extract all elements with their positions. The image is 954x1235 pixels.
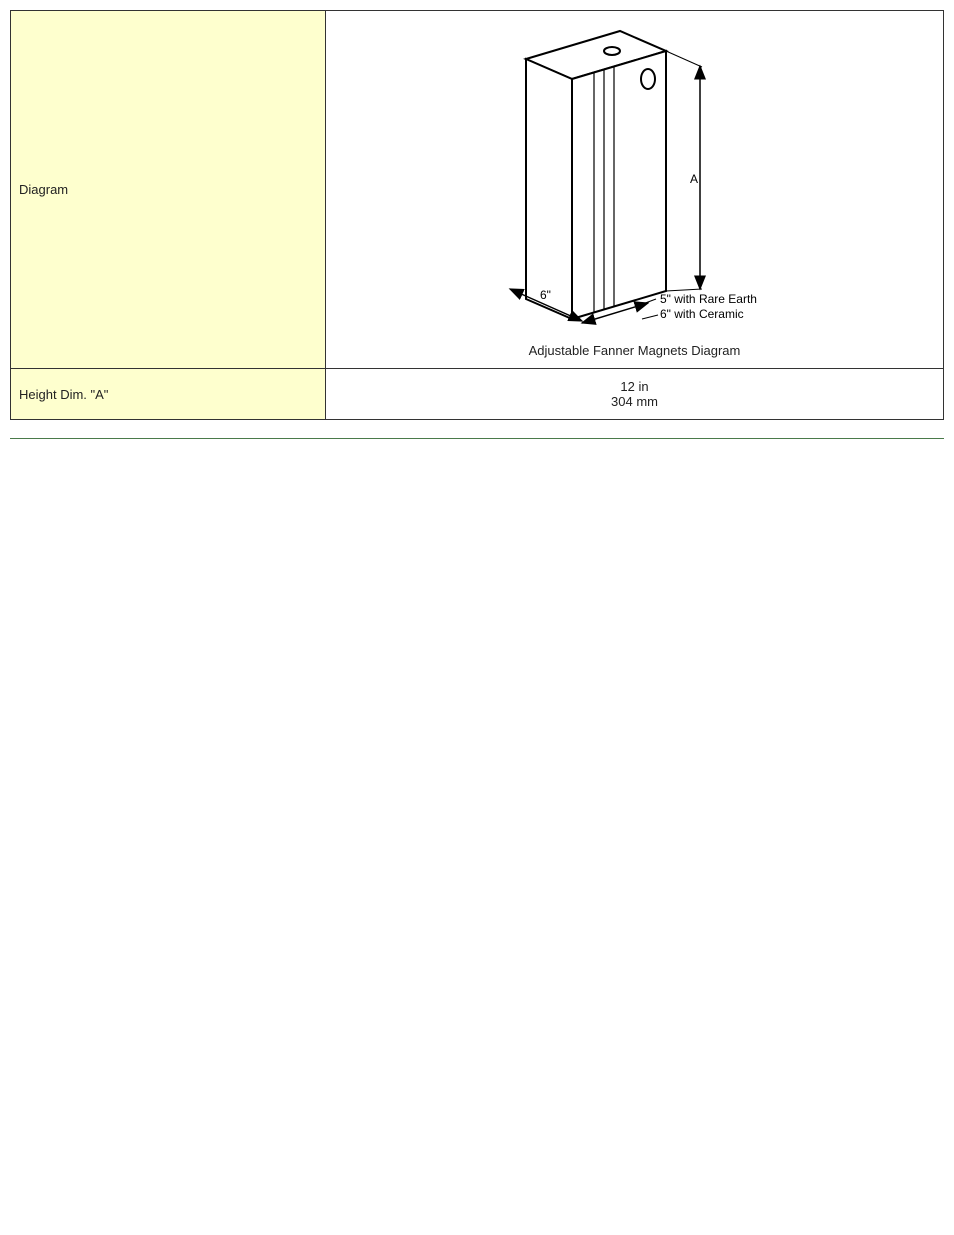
table-row-height: Height Dim. "A" 12 in 304 mm (11, 369, 944, 420)
diagram-cell: A 6" 5" with Rare Earth 6" with Ceramic … (326, 11, 944, 369)
dim-width-label: 6" (540, 288, 551, 302)
divider (10, 438, 944, 439)
diagram-caption: Adjustable Fanner Magnets Diagram (470, 343, 800, 358)
height-value-in: 12 in (334, 379, 935, 394)
label-height-dim-a: Height Dim. "A" (11, 369, 326, 420)
label-diagram: Diagram (11, 11, 326, 369)
fanner-diagram-svg: A 6" 5" with Rare Earth 6" with Ceramic (470, 21, 800, 336)
dim-a-label: A (689, 172, 697, 186)
table-row-diagram: Diagram (11, 11, 944, 369)
spec-table: Diagram (10, 10, 944, 420)
value-height-dim-a: 12 in 304 mm (326, 369, 944, 420)
depth-note-1: 5" with Rare Earth (660, 292, 757, 306)
diagram-wrap: A 6" 5" with Rare Earth 6" with Ceramic … (470, 21, 800, 358)
height-value-mm: 304 mm (334, 394, 935, 409)
depth-note-2: 6" with Ceramic (660, 307, 744, 321)
